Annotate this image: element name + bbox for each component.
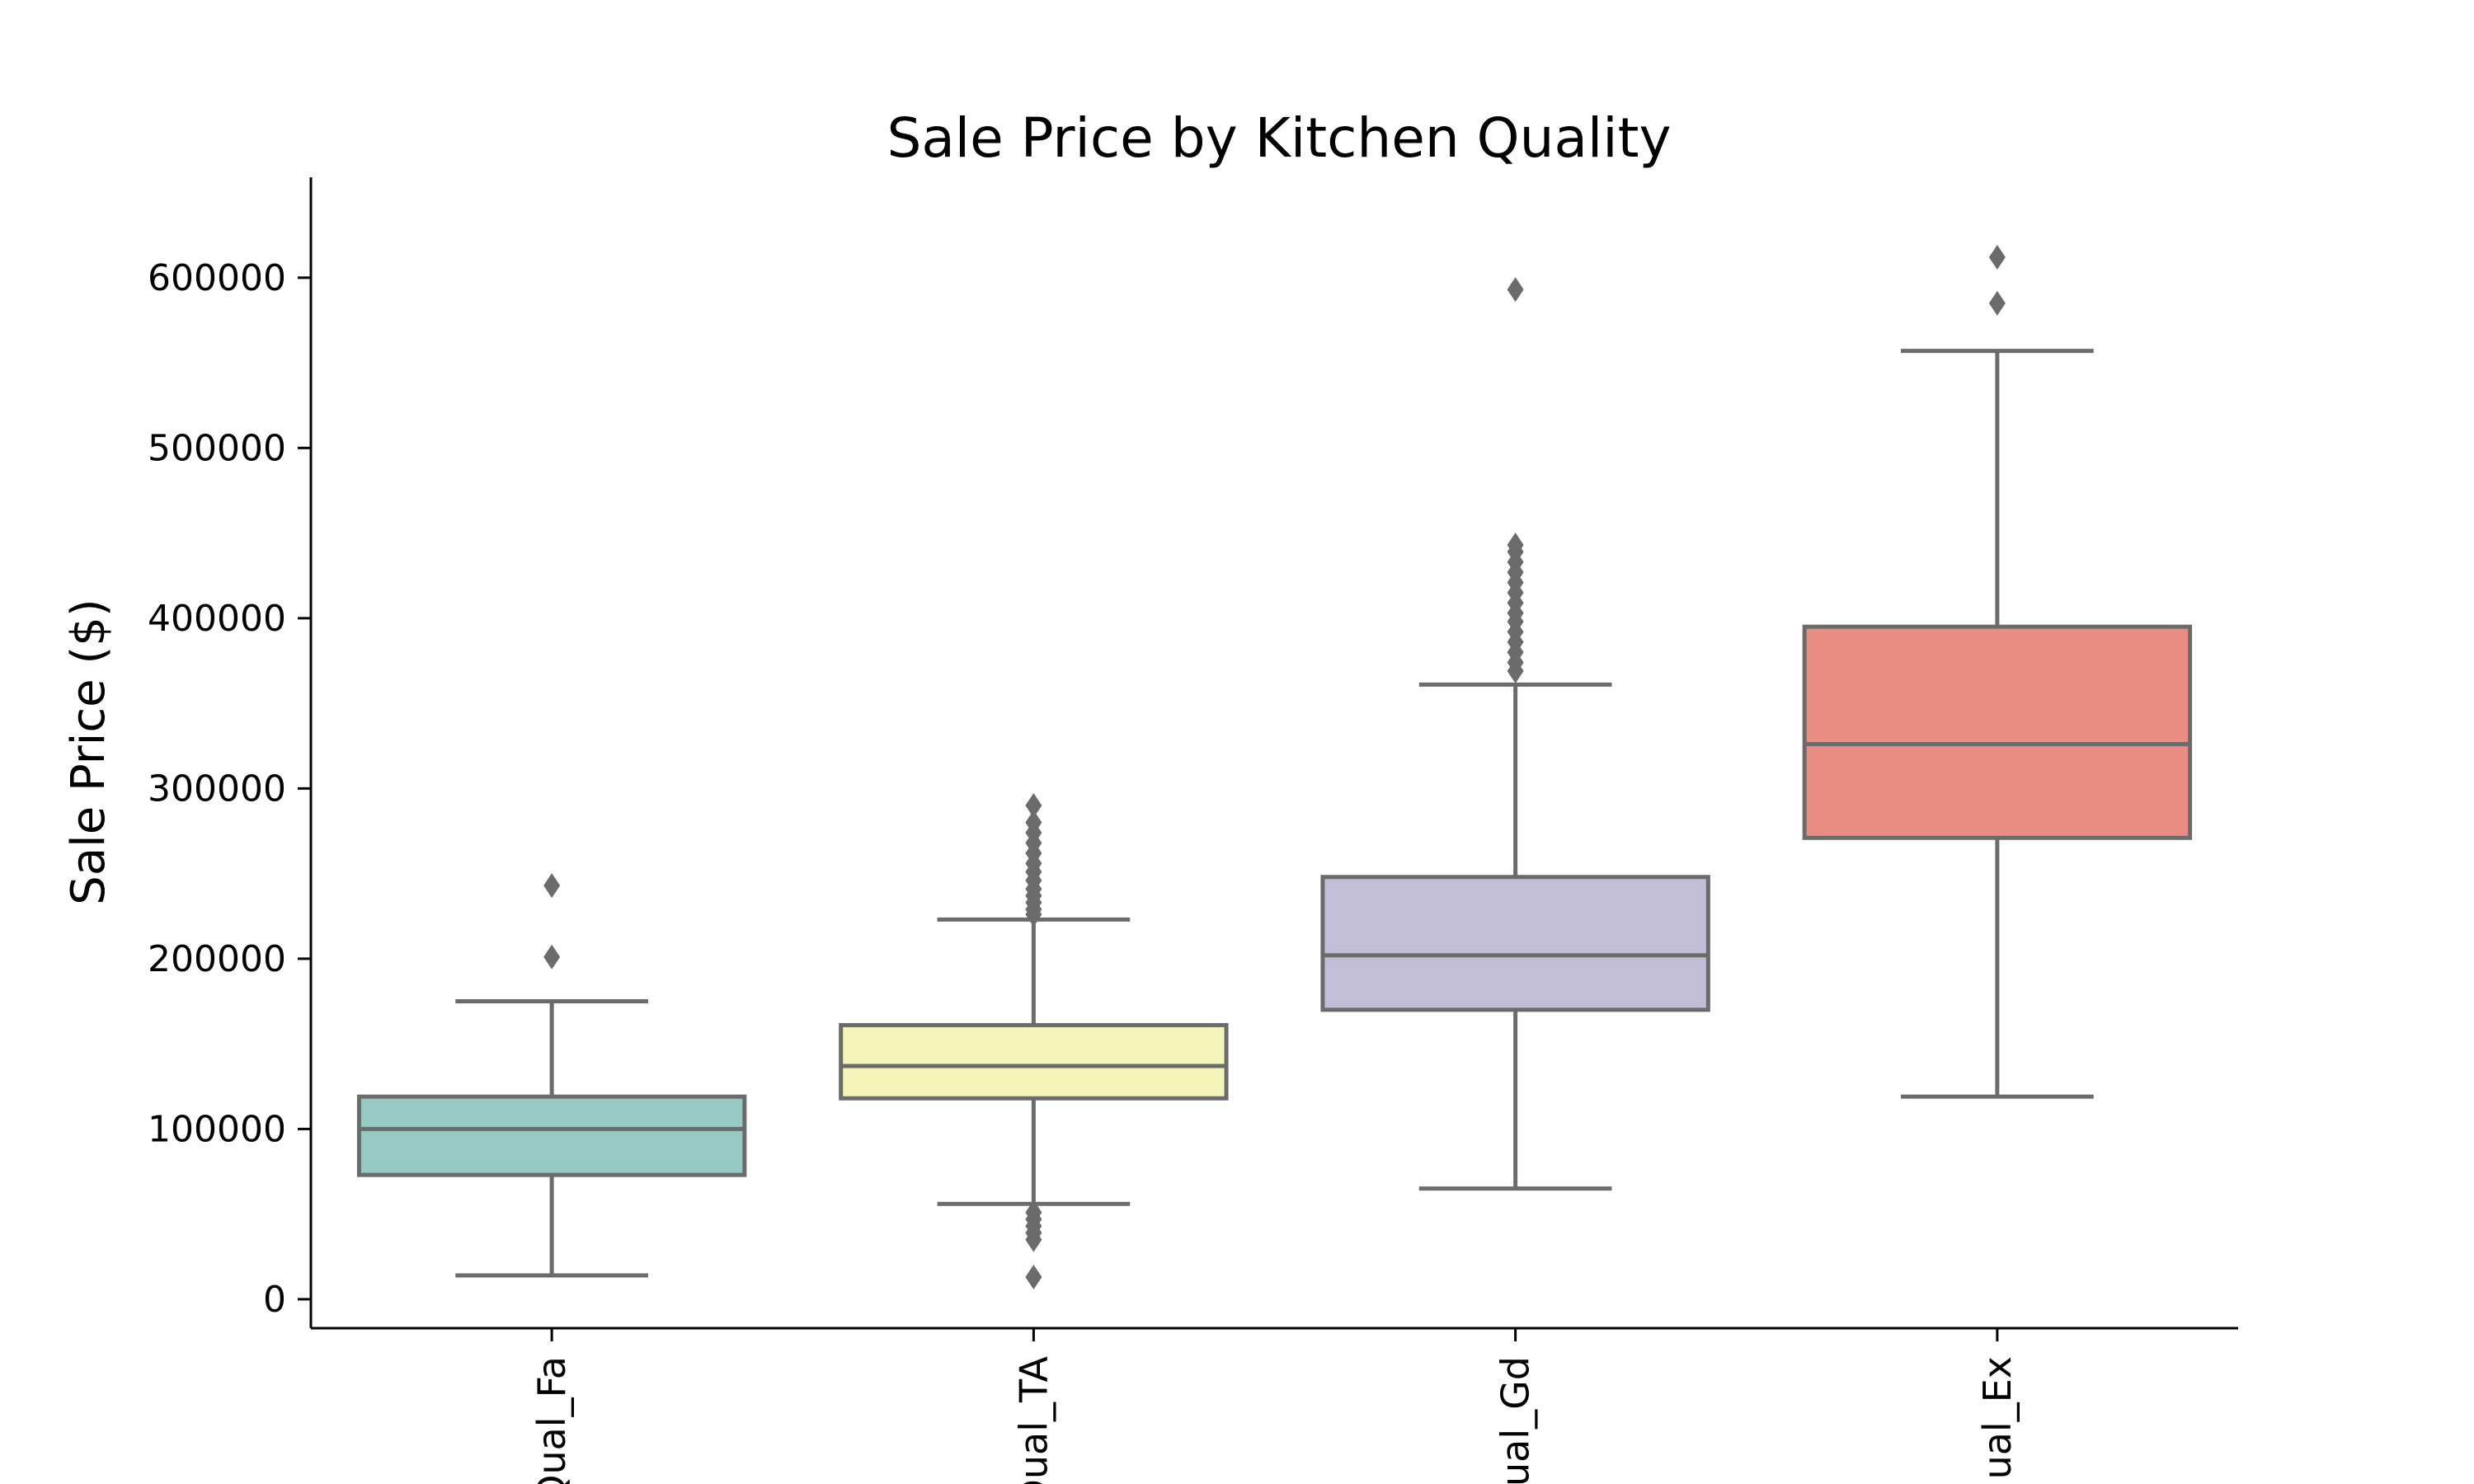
y-tick-label: 500000 (148, 427, 286, 469)
outlier-point (543, 944, 561, 970)
box-group-KitchenQual_TA (839, 793, 1229, 1290)
y-axis-label: Sale Price ($) (62, 599, 115, 904)
x-tick-label: ual_Ex (1975, 1356, 2020, 1479)
iqr-box (1802, 624, 2193, 840)
x-axis-ticks: Qual_Fa Qual_TA ual_Gd ual_Ex (529, 1328, 2020, 1484)
iqr-box (356, 1094, 747, 1177)
iqr-box (1320, 875, 1710, 1012)
y-tick-label: 600000 (148, 257, 286, 299)
x-tick-label: ual_Gd (1493, 1356, 1538, 1484)
chart-title: Sale Price by Kitchen Quality (887, 106, 1671, 170)
outlier-point (543, 873, 561, 899)
y-tick-label: 0 (263, 1279, 286, 1321)
outlier-point (1025, 793, 1042, 819)
outlier-point (1025, 810, 1042, 835)
box-group-KitchenQual_Fa (356, 873, 747, 1278)
outlier-point (1025, 1200, 1042, 1225)
outlier-point (1988, 290, 2006, 316)
box-group-KitchenQual_Ex (1802, 245, 2193, 1099)
outlier-point (1507, 533, 1524, 558)
x-tick-label: Qual_Fa (529, 1356, 574, 1484)
y-axis-ticks: 0 100000 200000 300000 400000 500000 600000 (148, 257, 311, 1321)
outlier-point (1025, 1265, 1042, 1290)
y-tick-label: 200000 (148, 938, 286, 980)
outlier-point (1988, 245, 2006, 270)
y-tick-label: 100000 (148, 1108, 286, 1150)
iqr-box (839, 1022, 1229, 1101)
y-tick-label: 300000 (148, 768, 286, 810)
y-tick-label: 400000 (148, 598, 286, 640)
box-group-KitchenQual_Gd (1320, 277, 1710, 1191)
x-tick-label: Qual_TA (1011, 1355, 1056, 1484)
outlier-point (1507, 277, 1524, 303)
axes (309, 177, 2238, 1330)
box-series (356, 245, 2193, 1290)
